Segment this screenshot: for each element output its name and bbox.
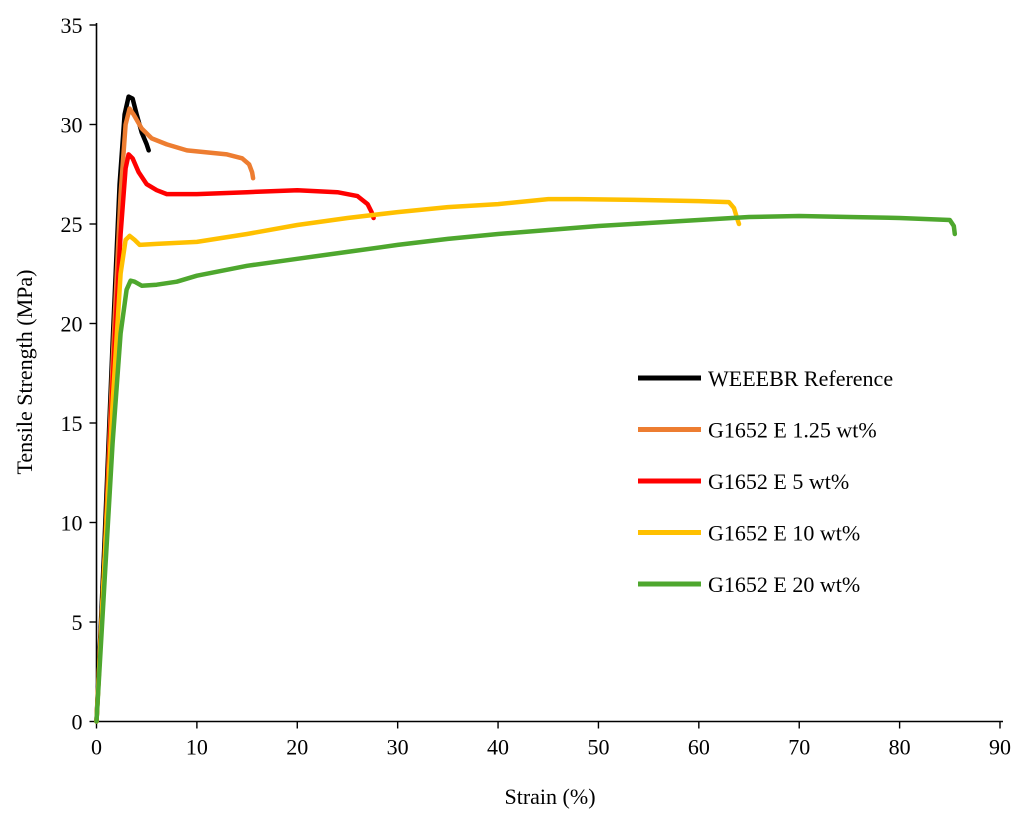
x-tick-label: 80 (889, 735, 911, 760)
y-tick-label: 25 (61, 212, 83, 237)
x-tick-label: 60 (688, 735, 710, 760)
y-tick-label: 10 (61, 511, 83, 536)
x-tick-label: 30 (387, 735, 409, 760)
x-tick-label: 40 (487, 735, 509, 760)
series-lines (94, 94, 958, 724)
y-tick-label: 20 (61, 312, 83, 337)
x-axis-title: Strain (%) (504, 784, 595, 809)
series-line-g1652-e-5-wt (94, 152, 376, 724)
axes (95, 23, 1003, 723)
legend-label: WEEEBR Reference (708, 366, 893, 391)
series-line-g1652-e-1-25-wt (94, 106, 256, 724)
x-tick-label: 20 (286, 735, 308, 760)
legend: WEEEBR Reference G1652 E 1.25 wt% G1652 E … (638, 366, 893, 597)
y-tick-label: 30 (61, 113, 83, 138)
y-tick-label: 35 (61, 13, 83, 38)
x-ticks: 0 10 20 30 40 50 60 70 80 90 (91, 721, 1011, 760)
y-tick-label: 0 (72, 710, 83, 735)
x-tick-label: 50 (587, 735, 609, 760)
series-line-g1652-e-20-wt (94, 213, 958, 724)
y-tick-label: 15 (61, 411, 83, 436)
series-line-g1652-e-10-wt (94, 196, 742, 724)
y-axis-title: Tensile Strength (MPa) (12, 270, 37, 475)
legend-label: G1652 E 1.25 wt% (708, 418, 877, 443)
legend-label: G1652 E 20 wt% (708, 572, 860, 597)
x-tick-label: 10 (186, 735, 208, 760)
y-tick-label: 5 (72, 610, 83, 635)
legend-label: G1652 E 5 wt% (708, 469, 849, 494)
x-tick-label: 90 (989, 735, 1011, 760)
x-tick-label: 70 (788, 735, 810, 760)
y-ticks: 0 5 10 15 20 25 30 35 (61, 13, 97, 735)
legend-label: G1652 E 10 wt% (708, 521, 860, 546)
x-tick-label: 0 (91, 735, 102, 760)
